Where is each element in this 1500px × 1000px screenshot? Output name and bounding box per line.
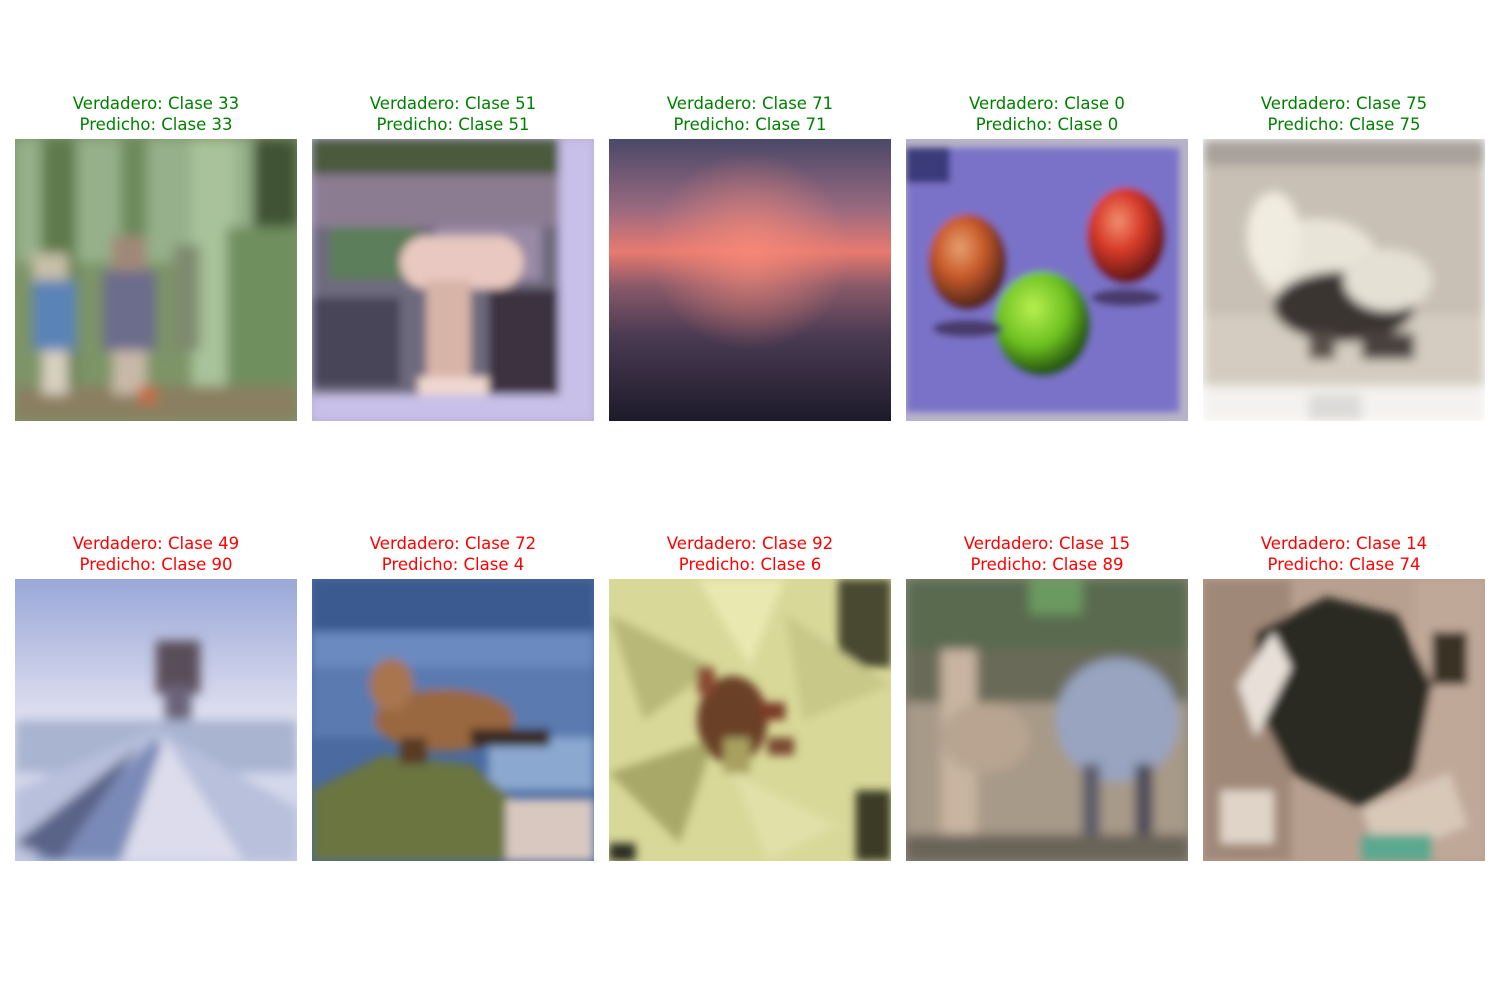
panel-title: Verdadero: Clase 72 Predicho: Clase 4 <box>292 534 614 575</box>
panel-title: Verdadero: Clase 0 Predicho: Clase 0 <box>886 94 1208 135</box>
panel-title: Verdadero: Clase 33 Predicho: Clase 33 <box>0 94 317 135</box>
true-label: Verdadero: Clase 72 <box>369 534 537 553</box>
pred-label: Predicho: Clase 75 <box>1267 114 1421 134</box>
true-label: Verdadero: Clase 15 <box>963 534 1131 553</box>
true-label: Verdadero: Clase 75 <box>1260 94 1428 113</box>
true-label: Verdadero: Clase 49 <box>72 534 240 553</box>
lily-flower-image <box>609 579 891 861</box>
dark-animal-image <box>1203 579 1485 861</box>
true-label: Verdadero: Clase 51 <box>369 94 537 113</box>
pred-label: Predicho: Clase 6 <box>678 554 822 574</box>
pred-label: Predicho: Clase 71 <box>673 114 827 134</box>
pred-label: Predicho: Clase 74 <box>1267 554 1421 574</box>
sunset-sea-image <box>609 139 891 421</box>
pred-label: Predicho: Clase 89 <box>970 554 1124 574</box>
true-label: Verdadero: Clase 0 <box>969 94 1125 113</box>
pred-label: Predicho: Clase 51 <box>376 114 530 134</box>
true-label: Verdadero: Clase 92 <box>666 534 834 553</box>
panel-title: Verdadero: Clase 51 Predicho: Clase 51 <box>292 94 614 135</box>
pred-label: Predicho: Clase 4 <box>381 554 525 574</box>
panel-title: Verdadero: Clase 75 Predicho: Clase 75 <box>1183 94 1500 135</box>
true-label: Verdadero: Clase 33 <box>72 94 240 113</box>
pred-label: Predicho: Clase 90 <box>79 554 233 574</box>
apples-image <box>906 139 1188 421</box>
panel-title: Verdadero: Clase 71 Predicho: Clase 71 <box>589 94 911 135</box>
panel-title: Verdadero: Clase 15 Predicho: Clase 89 <box>886 534 1208 575</box>
panel-title: Verdadero: Clase 92 Predicho: Clase 6 <box>589 534 911 575</box>
true-label: Verdadero: Clase 14 <box>1260 534 1428 553</box>
camel-image <box>906 579 1188 861</box>
mushroom-image <box>312 139 594 421</box>
pred-label: Predicho: Clase 0 <box>975 114 1119 134</box>
forest-people-image <box>15 139 297 421</box>
seal-rock-image <box>312 579 594 861</box>
pred-label: Predicho: Clase 33 <box>79 114 233 134</box>
skunk-image <box>1203 139 1485 421</box>
true-label: Verdadero: Clase 71 <box>666 94 834 113</box>
panel-title: Verdadero: Clase 14 Predicho: Clase 74 <box>1183 534 1500 575</box>
road-mountain-image <box>15 579 297 861</box>
panel-title: Verdadero: Clase 49 Predicho: Clase 90 <box>0 534 317 575</box>
